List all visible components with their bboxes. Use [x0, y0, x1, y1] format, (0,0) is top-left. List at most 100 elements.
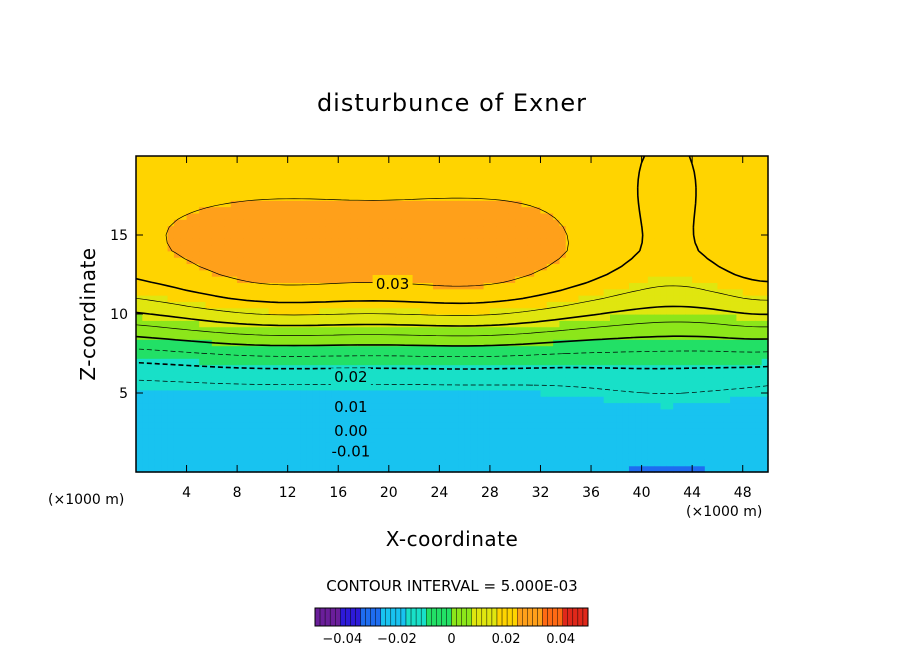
field-cell [597, 269, 605, 277]
field-cell [591, 389, 598, 397]
field-cell [249, 307, 257, 315]
field-cell [414, 459, 421, 467]
field-cell [192, 402, 200, 410]
field-cell [281, 156, 289, 163]
field-cell [742, 345, 750, 353]
field-cell [483, 351, 491, 359]
field-cell [281, 257, 289, 265]
field-cell [319, 370, 327, 378]
field-cell [540, 377, 548, 385]
field-cell [357, 301, 365, 309]
field-cell [654, 301, 662, 309]
field-cell [749, 181, 756, 189]
field-cell [382, 231, 390, 239]
field-cell [761, 351, 769, 359]
field-cell [717, 402, 725, 410]
field-cell [331, 225, 339, 233]
field-cell [597, 440, 605, 448]
field-cell [173, 320, 181, 328]
field-cell [205, 231, 213, 239]
field-cell [749, 364, 756, 372]
field-cell [559, 446, 567, 454]
field-cell [218, 345, 226, 353]
field-cell [319, 225, 327, 233]
field-cell [704, 421, 712, 429]
field-cell [211, 187, 219, 195]
field-cell [344, 257, 352, 265]
field-cell [584, 465, 592, 473]
field-cell [584, 370, 592, 378]
field-cell [477, 200, 485, 208]
field-cell [578, 421, 586, 429]
field-cell [344, 276, 352, 283]
field-cell [483, 225, 491, 233]
field-cell [395, 446, 403, 454]
field-cell [294, 427, 301, 435]
field-cell [382, 339, 390, 347]
field-cell [294, 219, 301, 227]
field-cell [312, 440, 320, 448]
field-cell [262, 269, 270, 277]
field-cell [502, 358, 510, 366]
field-cell [515, 377, 523, 385]
field-cell [161, 396, 169, 404]
field-cell [369, 288, 377, 296]
field-cell [237, 427, 245, 435]
field-cell [173, 358, 181, 366]
field-cell [647, 219, 655, 227]
field-cell [376, 225, 384, 233]
field-cell [723, 250, 731, 258]
field-cell [445, 276, 453, 283]
field-cell [660, 212, 668, 220]
field-cell [243, 238, 251, 246]
field-cell [736, 301, 744, 309]
field-cell [742, 225, 750, 233]
field-cell [281, 301, 289, 309]
field-cell [426, 314, 434, 321]
field-cell [736, 377, 744, 385]
field-cell [224, 358, 232, 366]
field-cell [616, 440, 624, 448]
field-cell [622, 358, 630, 366]
field-cell [275, 415, 282, 423]
field-cell [414, 244, 421, 252]
field-cell [319, 453, 327, 460]
field-cell [205, 453, 213, 460]
field-cell [578, 332, 586, 340]
field-cell [679, 276, 687, 283]
field-cell [489, 250, 497, 258]
field-cell [136, 415, 143, 423]
field-cell [508, 193, 516, 201]
field-cell [572, 295, 579, 302]
field-cell [698, 389, 706, 397]
field-cell [325, 193, 333, 201]
field-cell [199, 212, 207, 220]
field-cell [445, 168, 453, 176]
field-cell [319, 257, 327, 265]
field-cell [553, 200, 561, 208]
field-cell [382, 250, 390, 258]
field-cell [635, 288, 643, 296]
field-cell [142, 358, 150, 366]
field-cell [464, 238, 472, 246]
field-cell [312, 156, 320, 163]
field-cell [483, 408, 491, 416]
field-cell [414, 446, 421, 454]
field-cell [534, 396, 542, 404]
field-cell [679, 269, 687, 277]
field-cell [211, 225, 219, 233]
field-cell [654, 219, 662, 227]
field-cell [312, 212, 320, 220]
field-cell [306, 168, 314, 176]
field-cell [660, 225, 668, 233]
field-cell [685, 383, 693, 391]
field-cell [489, 212, 497, 220]
field-cell [717, 200, 725, 208]
field-cell [173, 231, 181, 239]
field-cell [628, 231, 636, 239]
field-cell [218, 314, 226, 321]
field-cell [641, 415, 649, 423]
field-cell [420, 187, 428, 195]
field-cell [192, 276, 200, 283]
field-cell [312, 295, 320, 302]
